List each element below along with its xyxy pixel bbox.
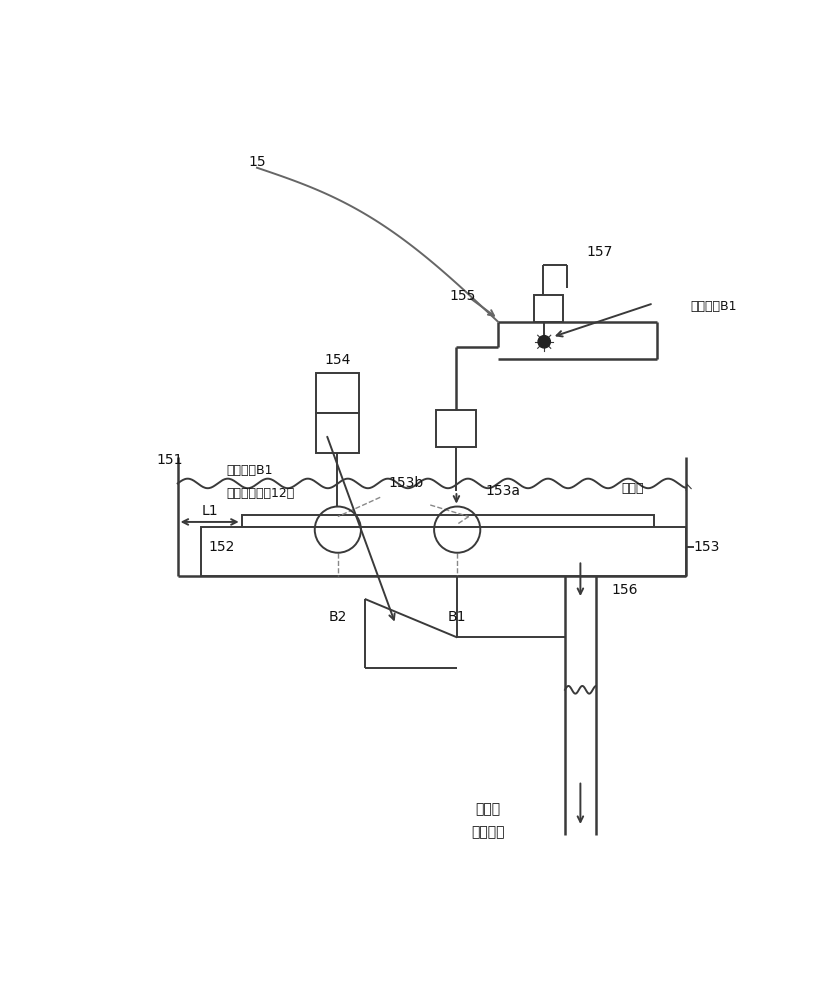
Text: 清洗油: 清洗油 — [621, 482, 644, 495]
Text: 153a: 153a — [486, 484, 521, 498]
Bar — [316, 373, 359, 413]
Text: 154: 154 — [324, 353, 351, 367]
Text: 15: 15 — [248, 155, 266, 169]
Text: L1: L1 — [202, 504, 219, 518]
Text: 156: 156 — [611, 583, 638, 597]
Text: 153b: 153b — [388, 476, 423, 490]
Text: （循环）: （循环） — [471, 825, 504, 839]
Text: 151: 151 — [157, 453, 184, 467]
Text: 152: 152 — [209, 540, 235, 554]
Text: 155: 155 — [449, 289, 476, 303]
Text: 157: 157 — [587, 245, 613, 259]
Text: 清洗油: 清洗油 — [475, 802, 500, 816]
Bar — [437, 410, 477, 447]
Bar — [201, 527, 685, 576]
Circle shape — [538, 336, 551, 348]
Bar — [534, 295, 563, 322]
Text: 被测量球B1: 被测量球B1 — [691, 300, 737, 313]
Text: B2: B2 — [328, 610, 347, 624]
Text: 被测量球B1: 被测量球B1 — [226, 464, 272, 477]
Bar — [241, 515, 654, 527]
Text: 153: 153 — [694, 540, 720, 554]
Text: （去往输送机12）: （去往输送机12） — [226, 487, 294, 500]
Bar — [316, 413, 359, 453]
Text: B1: B1 — [448, 610, 467, 624]
